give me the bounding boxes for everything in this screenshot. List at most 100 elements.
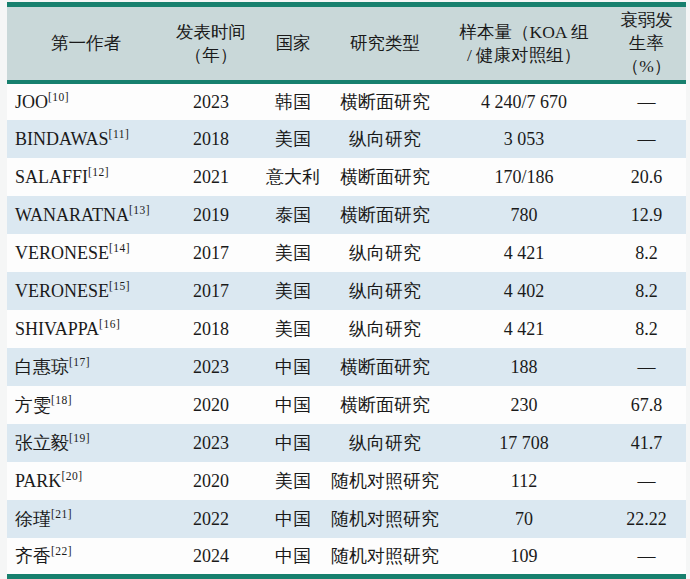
cell-publication-year: 2022 [165, 500, 257, 538]
header-line: （年） [165, 44, 257, 67]
author-name: VERONESE [15, 281, 109, 301]
cell-country: 意大利 [257, 158, 329, 196]
cell-country: 中国 [257, 500, 329, 538]
cell-study-type: 横断面研究 [329, 196, 441, 234]
cell-study-type: 纵向研究 [329, 234, 441, 272]
header-line: / 健康对照组） [441, 44, 607, 67]
cell-publication-year: 2021 [165, 158, 257, 196]
col-header-publication-year: 发表时间 （年） [165, 5, 257, 83]
cell-sample-size: 188 [441, 348, 607, 386]
cell-sample-size: 4 421 [441, 310, 607, 348]
col-header-study-type: 研究类型 [329, 5, 441, 83]
cell-sample-size: 17 708 [441, 424, 607, 462]
reference-superscript: [19] [69, 432, 90, 444]
cell-frailty-rate: 8.2 [607, 310, 686, 348]
table-row: WANARATNA[13] 2019 泰国 横断面研究 780 12.9 [7, 196, 686, 234]
cell-first-author: 张立毅[19] [7, 424, 165, 462]
cell-frailty-rate: 8.2 [607, 234, 686, 272]
col-header-sample-size: 样本量（KOA 组 / 健康对照组） [441, 5, 607, 83]
cell-study-type: 随机对照研究 [329, 462, 441, 500]
cell-country: 美国 [257, 462, 329, 500]
reference-superscript: [14] [109, 242, 130, 254]
cell-first-author: JOO[10] [7, 82, 165, 120]
author-name: VERONESE [15, 243, 109, 263]
cell-publication-year: 2017 [165, 272, 257, 310]
reference-superscript: [18] [51, 394, 72, 406]
cell-country: 美国 [257, 120, 329, 158]
cell-country: 中国 [257, 424, 329, 462]
cell-frailty-rate: 22.22 [607, 500, 686, 538]
table-row: PARK[20] 2020 美国 随机对照研究 112 — [7, 462, 686, 500]
cell-study-type: 纵向研究 [329, 272, 441, 310]
cell-first-author: 方雯[18] [7, 386, 165, 424]
table-row: VERONESE[15] 2017 美国 纵向研究 4 402 8.2 [7, 272, 686, 310]
header-line: 第一作者 [7, 32, 165, 55]
cell-publication-year: 2023 [165, 348, 257, 386]
cell-country: 中国 [257, 348, 329, 386]
cell-publication-year: 2018 [165, 120, 257, 158]
cell-frailty-rate: — [607, 348, 686, 386]
header-line: 国家 [257, 32, 329, 55]
reference-superscript: [11] [109, 128, 130, 140]
table-row: 徐瑾[21] 2022 中国 随机对照研究 70 22.22 [7, 500, 686, 538]
author-name: 张立毅 [15, 433, 69, 453]
reference-superscript: [12] [88, 166, 109, 178]
cell-frailty-rate: 67.8 [607, 386, 686, 424]
cell-frailty-rate: — [607, 538, 686, 576]
table-row: BINDAWAS[11] 2018 美国 纵向研究 3 053 — [7, 120, 686, 158]
cell-first-author: WANARATNA[13] [7, 196, 165, 234]
reference-superscript: [17] [69, 356, 90, 368]
header-line: 衰弱发 [607, 9, 686, 32]
table-row: 方雯[18] 2020 中国 横断面研究 230 67.8 [7, 386, 686, 424]
col-header-first-author: 第一作者 [7, 5, 165, 83]
table-row: 白惠琼[17] 2023 中国 横断面研究 188 — [7, 348, 686, 386]
cell-study-type: 随机对照研究 [329, 500, 441, 538]
cell-first-author: 徐瑾[21] [7, 500, 165, 538]
cell-sample-size: 780 [441, 196, 607, 234]
cell-frailty-rate: 12.9 [607, 196, 686, 234]
cell-publication-year: 2023 [165, 424, 257, 462]
author-name: WANARATNA [15, 205, 129, 225]
cell-sample-size: 4 421 [441, 234, 607, 272]
table-row: SALAFFI[12] 2021 意大利 横断面研究 170/186 20.6 [7, 158, 686, 196]
reference-superscript: [21] [51, 508, 72, 520]
cell-publication-year: 2018 [165, 310, 257, 348]
cell-study-type: 纵向研究 [329, 424, 441, 462]
cell-study-type: 横断面研究 [329, 158, 441, 196]
cell-first-author: SALAFFI[12] [7, 158, 165, 196]
cell-publication-year: 2020 [165, 462, 257, 500]
cell-publication-year: 2017 [165, 234, 257, 272]
cell-first-author: 齐香[22] [7, 538, 165, 576]
author-name: 齐香 [15, 546, 51, 566]
cell-sample-size: 112 [441, 462, 607, 500]
header-row: 第一作者 发表时间 （年） 国家 研究类型 样本量（KOA 组 / 健 [7, 5, 686, 83]
cell-frailty-rate: 20.6 [607, 158, 686, 196]
reference-superscript: [13] [129, 204, 150, 216]
cell-sample-size: 4 402 [441, 272, 607, 310]
cell-sample-size: 170/186 [441, 158, 607, 196]
cell-publication-year: 2020 [165, 386, 257, 424]
header-line: 生率（%） [607, 32, 686, 78]
cell-country: 美国 [257, 234, 329, 272]
cell-sample-size: 230 [441, 386, 607, 424]
reference-superscript: [20] [61, 470, 82, 482]
table-row: JOO[10] 2023 韩国 横断面研究 4 240/7 670 — [7, 82, 686, 120]
reference-superscript: [16] [99, 318, 120, 330]
cell-first-author: BINDAWAS[11] [7, 120, 165, 158]
studies-table: 第一作者 发表时间 （年） 国家 研究类型 样本量（KOA 组 / 健 [7, 2, 686, 579]
cell-frailty-rate: 8.2 [607, 272, 686, 310]
reference-superscript: [10] [48, 91, 69, 103]
cell-first-author: VERONESE[15] [7, 272, 165, 310]
cell-study-type: 横断面研究 [329, 386, 441, 424]
cell-sample-size: 3 053 [441, 120, 607, 158]
col-header-country: 国家 [257, 5, 329, 83]
cell-frailty-rate: 41.7 [607, 424, 686, 462]
cell-publication-year: 2019 [165, 196, 257, 234]
author-name: SALAFFI [15, 167, 88, 187]
author-name: SHIVAPPA [15, 319, 99, 339]
cell-sample-size: 4 240/7 670 [441, 82, 607, 120]
header-line: 样本量（KOA 组 [441, 21, 607, 44]
cell-country: 中国 [257, 538, 329, 576]
col-header-frailty-rate: 衰弱发 生率（%） [607, 5, 686, 83]
cell-study-type: 横断面研究 [329, 82, 441, 120]
